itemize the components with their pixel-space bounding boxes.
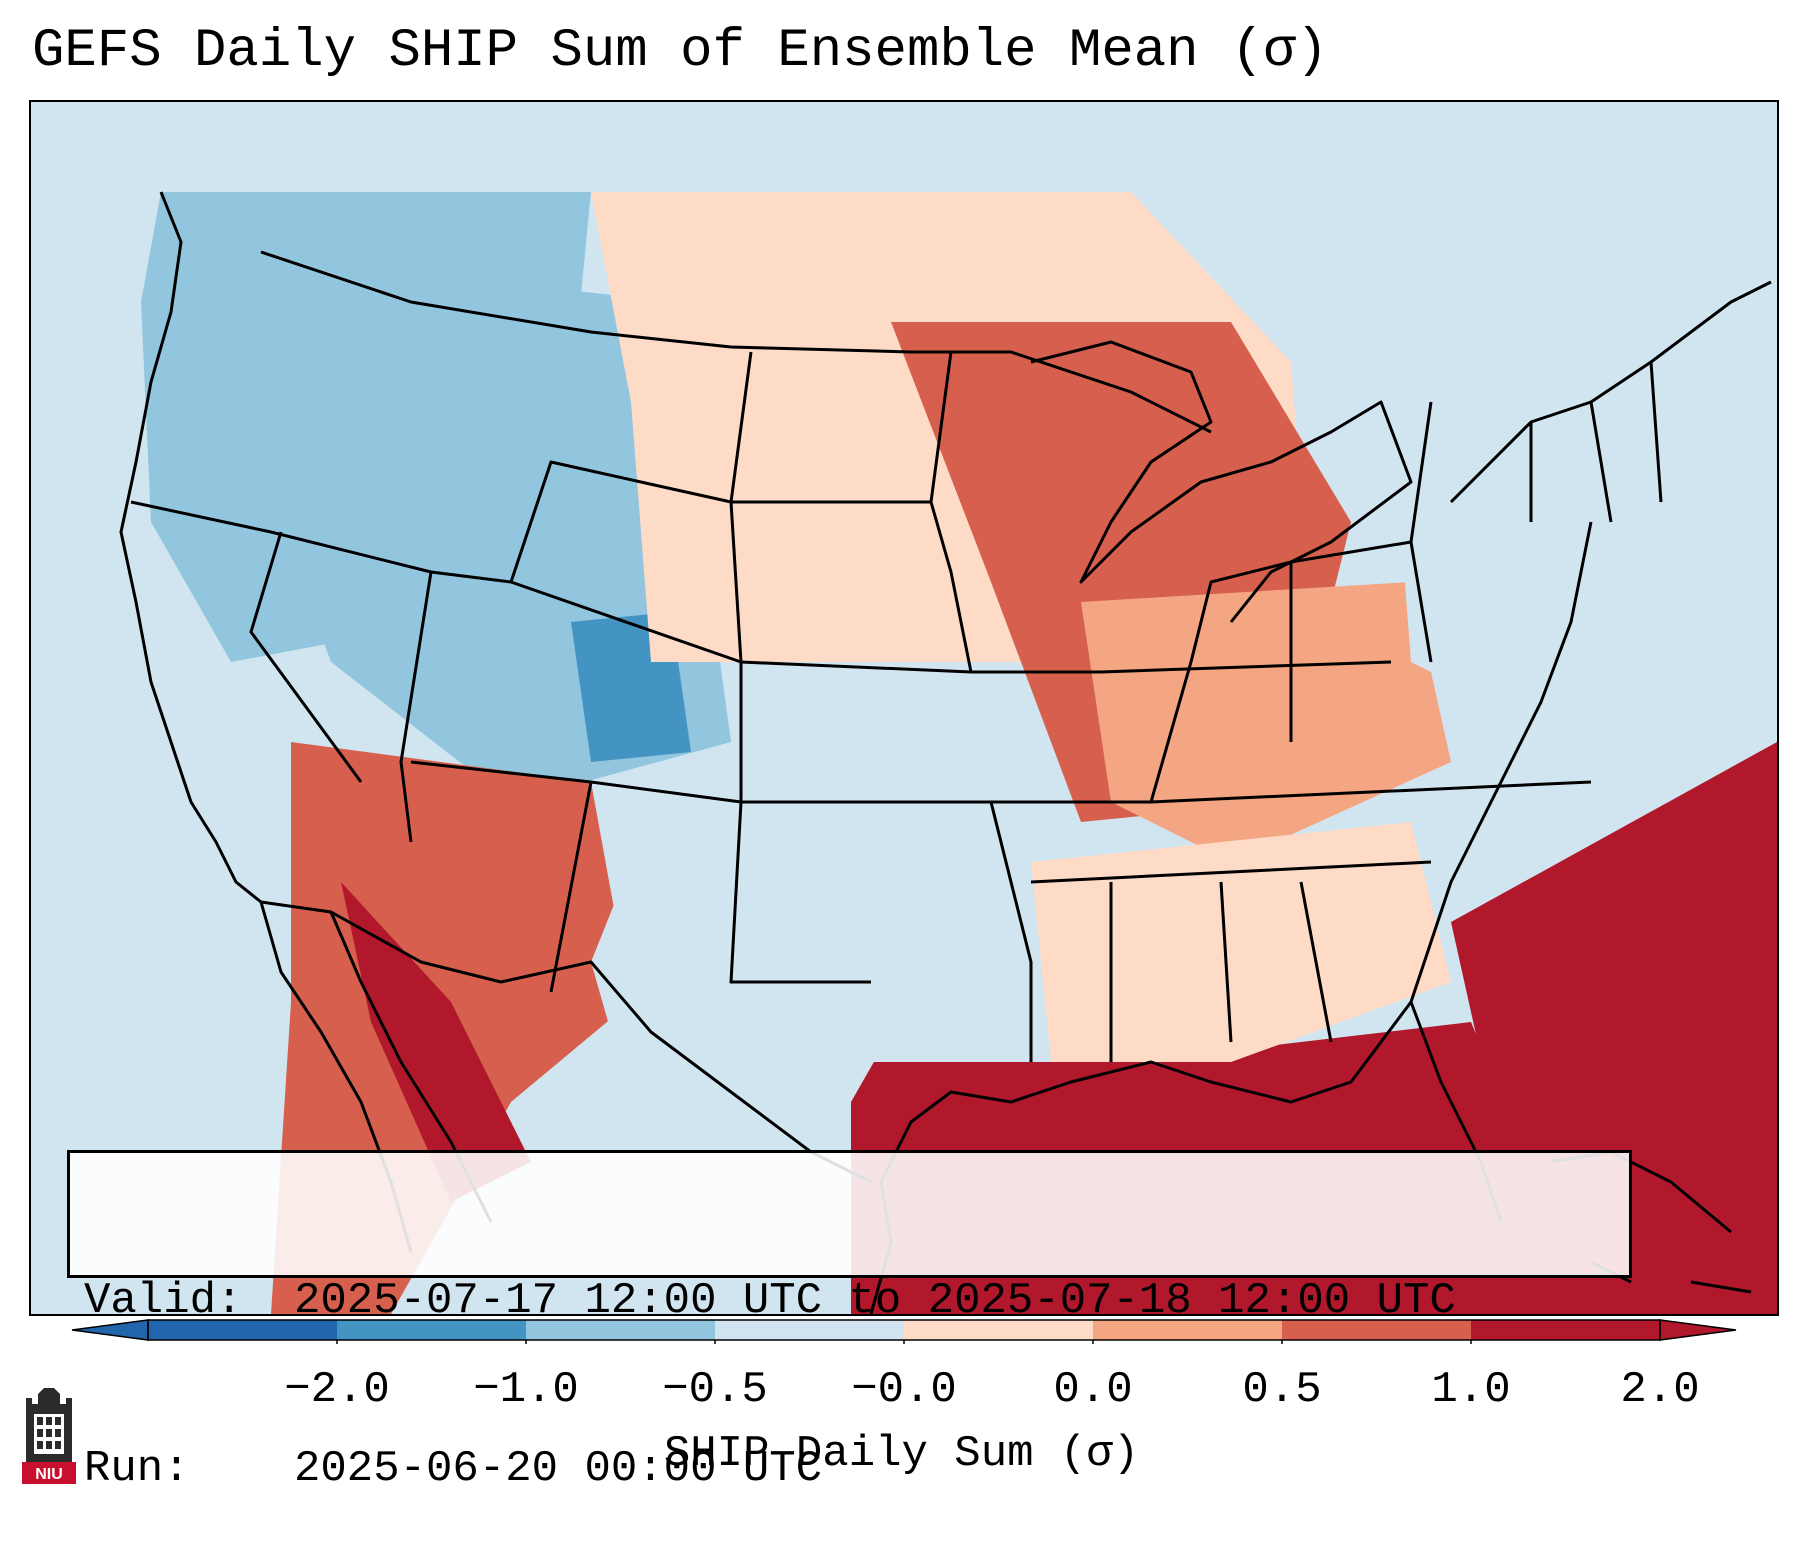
map-title: GEFS Daily SHIP Sum of Ensemble Mean (σ) — [32, 21, 1329, 82]
canada-border — [260, 250, 1212, 434]
colorbar-tick-label: 1.0 — [1431, 1365, 1511, 1415]
colorbar-tick-label: 0.0 — [1053, 1365, 1133, 1415]
colorbar-tick-label: −1.0 — [473, 1365, 579, 1415]
texas — [591, 862, 931, 1202]
valid-line: Valid: 2025-07-17 12:00 UTC to 2025-07-18… — [84, 1273, 1615, 1329]
valid-run-info-box: Valid: 2025-07-17 12:00 UTC to 2025-07-18… — [67, 1150, 1632, 1494]
east-coast-outline — [1409, 280, 1772, 1223]
colorbar-extend-high — [1659, 1319, 1737, 1341]
colorbar-segment — [526, 1320, 716, 1340]
logo-text: NIU — [35, 1466, 63, 1483]
colorbar-segment — [1282, 1320, 1472, 1340]
state-line-6 — [1030, 780, 1592, 1062]
colorbar-segment — [1471, 1320, 1661, 1340]
run-label: Run: — [84, 1444, 190, 1494]
gulf-of-california — [341, 882, 531, 1202]
colorbar-segment — [337, 1320, 527, 1340]
mexico-border — [260, 900, 872, 1184]
state-line-2 — [249, 460, 743, 843]
state-line-8 — [1529, 361, 1663, 523]
southeast — [1031, 822, 1451, 1062]
colorbar-tick-label: 2.0 — [1620, 1365, 1700, 1415]
colorbar-label: SHIP Daily Sum (σ) — [663, 1429, 1140, 1479]
state-line-1 — [130, 500, 1392, 674]
colorbar-extend-low — [71, 1319, 149, 1341]
colorbar-segment — [904, 1320, 1094, 1340]
west-coast-outline — [119, 191, 262, 904]
colorbar — [71, 1319, 1737, 1344]
state-line-4 — [729, 351, 973, 673]
valid-label: Valid: — [84, 1276, 243, 1326]
colorbar-tick-label: −0.0 — [851, 1365, 957, 1415]
run-value: 2025-06-20 00:00 UTC — [294, 1444, 823, 1494]
valid-value: 2025-07-17 12:00 UTC to 2025-07-18 12:00… — [294, 1276, 1456, 1326]
colorbar-tick-label: −0.5 — [662, 1365, 768, 1415]
run-line: Run: 2025-06-20 00:00 UTC — [84, 1441, 1615, 1497]
niu-logo-icon: NIU — [22, 1388, 76, 1484]
colorbar-segment — [715, 1320, 905, 1340]
colorbar-tick-label: 0.5 — [1242, 1365, 1322, 1415]
northeast — [1371, 192, 1777, 722]
colorbar-tick-label: −2.0 — [284, 1365, 390, 1415]
colorbar-segment — [148, 1320, 338, 1340]
great-lakes-outline — [1030, 340, 1413, 623]
colorbar-segment — [1093, 1320, 1283, 1340]
map-canvas — [31, 102, 1777, 1314]
state-line-7 — [1189, 401, 1433, 742]
state-line-3 — [410, 662, 871, 993]
map-panel — [29, 100, 1779, 1316]
